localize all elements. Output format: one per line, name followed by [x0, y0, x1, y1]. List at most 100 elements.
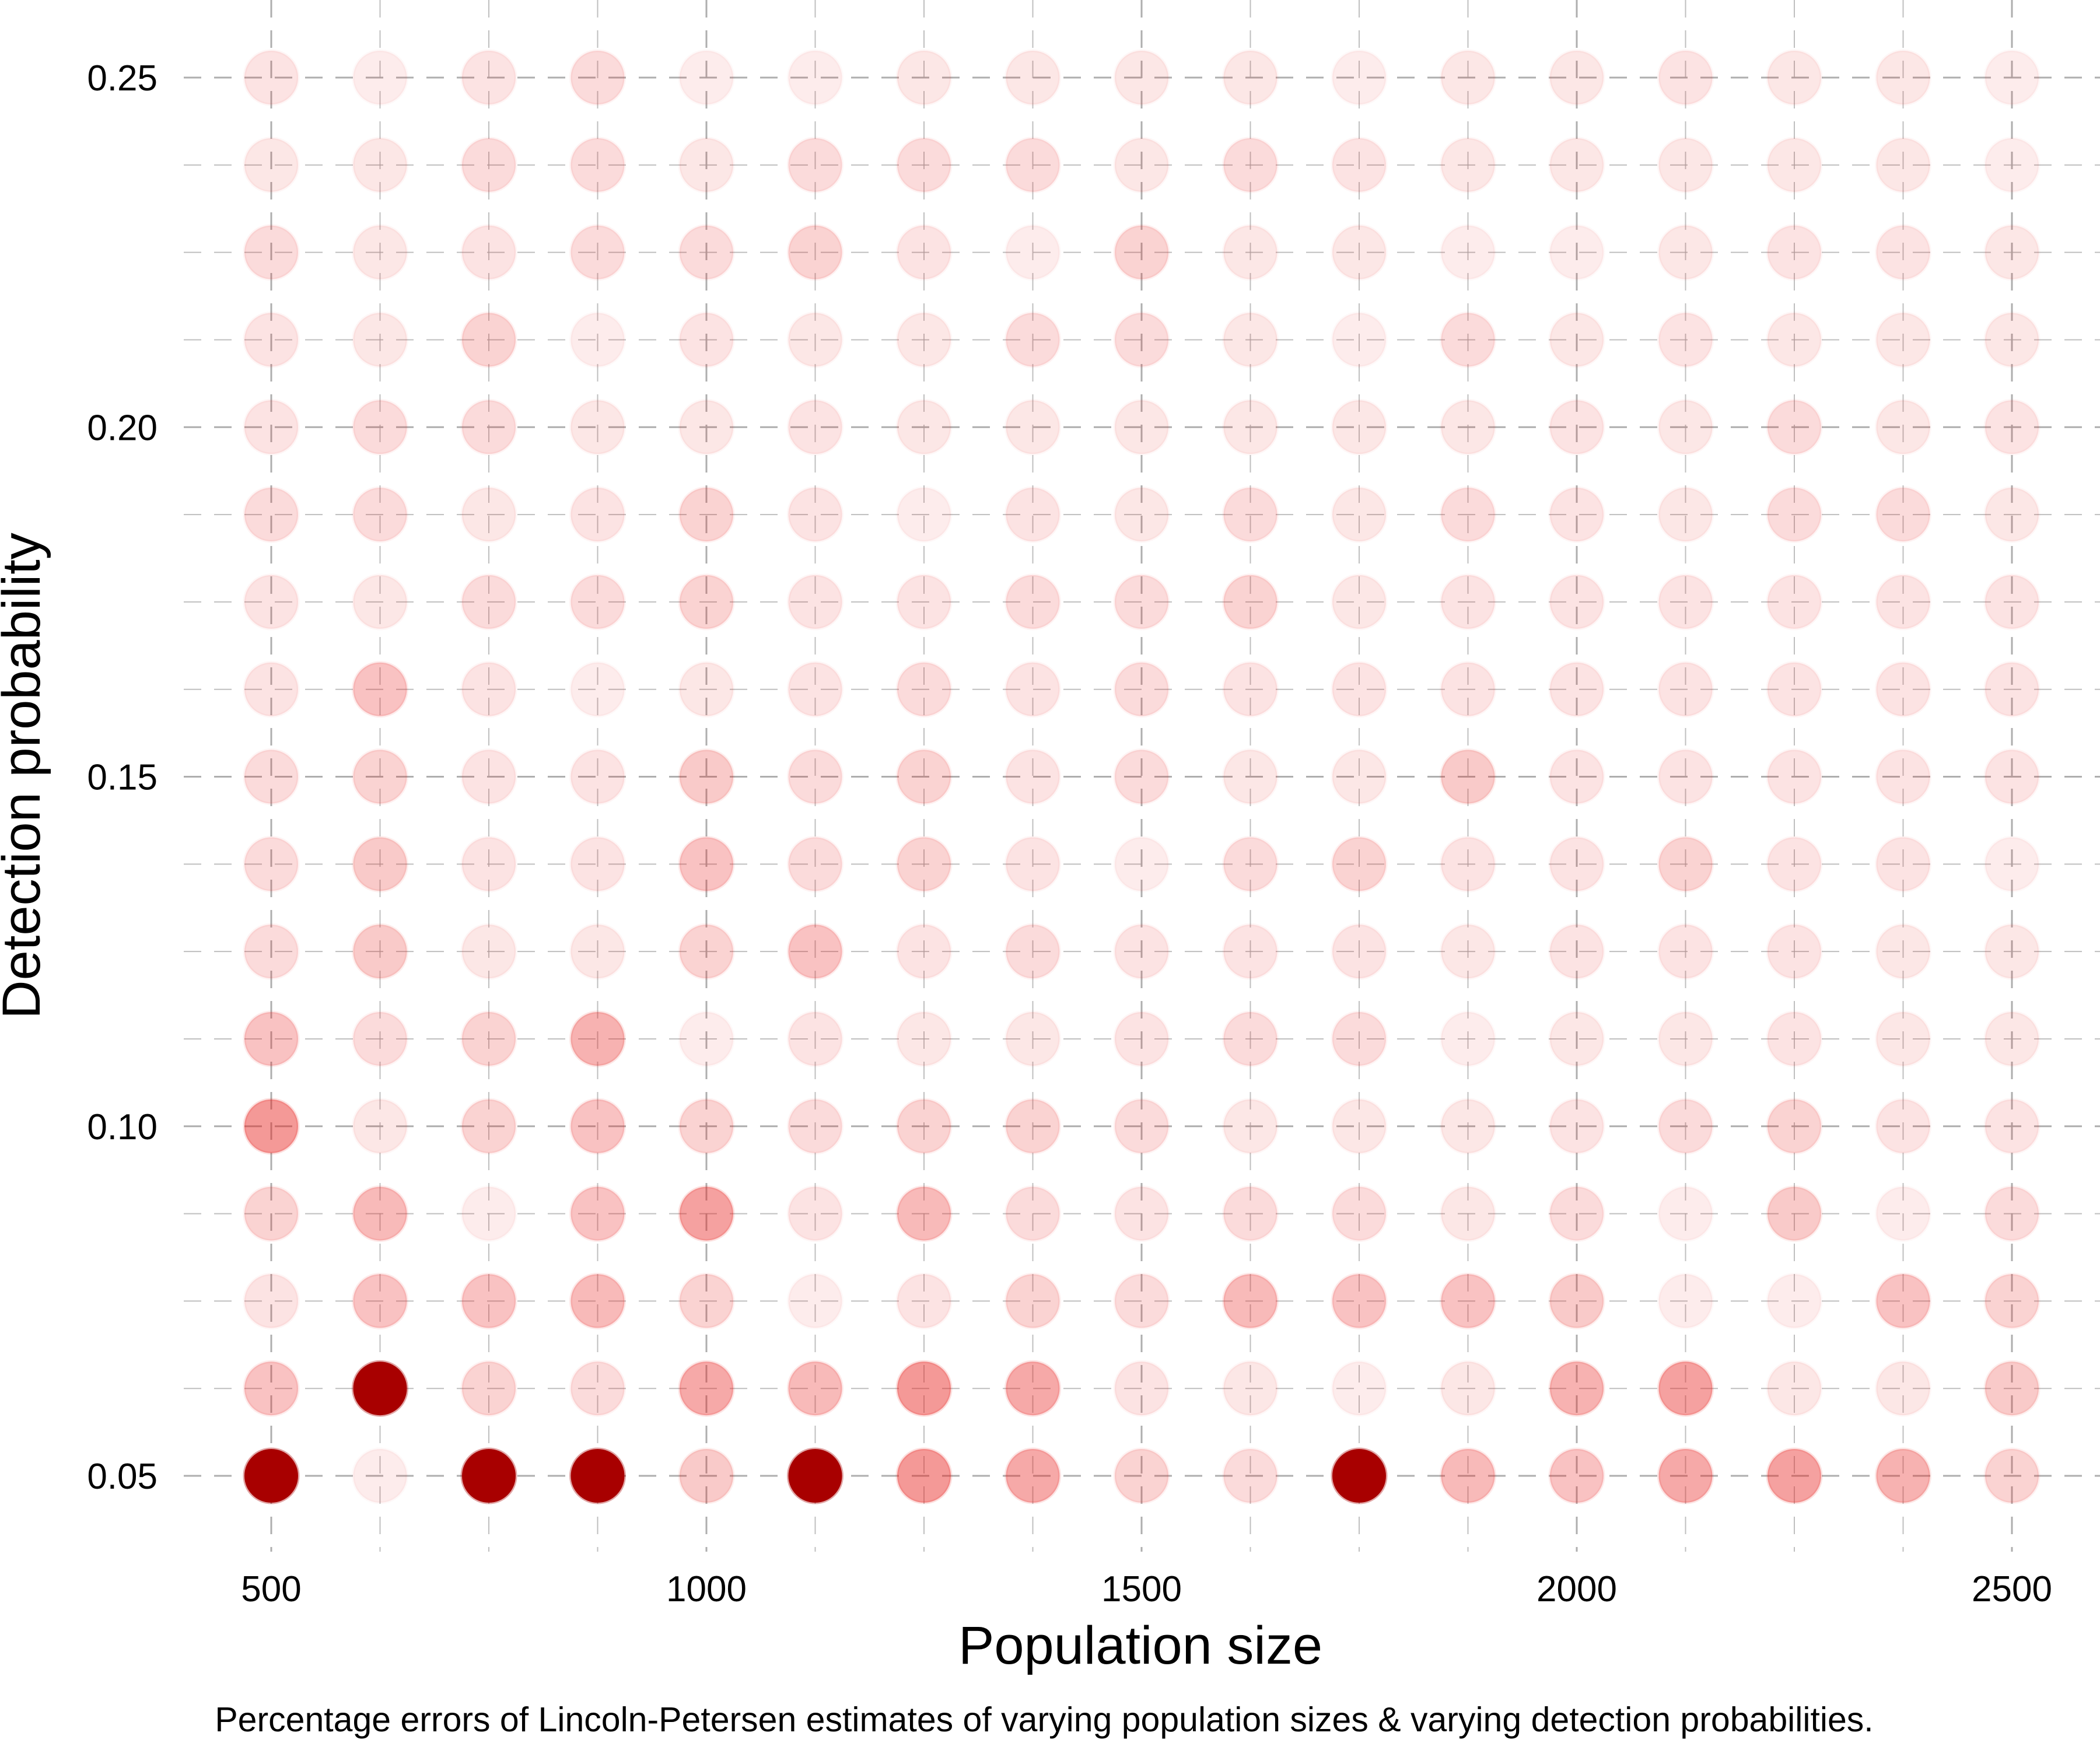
data-point [1876, 138, 1930, 192]
data-point [895, 748, 953, 805]
y-tick-labels: 0.05 0.10 0.15 0.20 0.25 [87, 58, 158, 1497]
data-point [1876, 51, 1930, 104]
data-point [1115, 1012, 1168, 1066]
data-point [1768, 138, 1821, 192]
y-tick-label: 0.25 [87, 58, 158, 99]
data-point [1222, 486, 1279, 543]
data-point [1115, 1186, 1168, 1241]
data-point [1985, 925, 2039, 979]
data-point [1441, 662, 1495, 716]
data-point [352, 835, 408, 892]
data-point [1550, 1012, 1604, 1066]
data-point [1768, 750, 1821, 804]
data-point [1985, 51, 2039, 104]
x-tick-labels: 500 1000 1500 2000 2500 [241, 1569, 2052, 1609]
data-point [1222, 835, 1279, 892]
data-point [1005, 136, 1061, 194]
data-point [1658, 750, 1713, 804]
data-point [1332, 400, 1386, 454]
data-point [678, 1098, 735, 1155]
data-point [680, 1012, 733, 1066]
data-point [1115, 488, 1168, 542]
data-point [1768, 925, 1821, 979]
data-point [897, 488, 951, 542]
data-point [1768, 1362, 1821, 1416]
data-point [1113, 748, 1170, 805]
data-point [1658, 313, 1713, 367]
data-point [1332, 51, 1386, 104]
y-gridlines [184, 76, 2100, 1477]
data-point [1766, 398, 1823, 456]
data-point [244, 51, 298, 104]
data-point [243, 1360, 300, 1417]
data-point [1875, 1272, 1931, 1329]
data-point [1005, 1360, 1061, 1417]
data-point [1985, 750, 2039, 804]
data-point [1006, 400, 1060, 454]
data-point [1223, 1099, 1278, 1153]
data-point [1440, 486, 1496, 543]
data-point [460, 1447, 517, 1504]
data-point [1223, 400, 1278, 454]
data-point [1658, 925, 1713, 979]
data-point [1658, 575, 1713, 629]
data-point [1115, 400, 1168, 454]
data-point [1441, 51, 1495, 104]
data-point [569, 49, 626, 106]
data-point [1222, 1272, 1279, 1329]
x-tick-label: 2500 [1972, 1569, 2052, 1609]
data-point [352, 1360, 408, 1417]
data-point [1006, 1012, 1060, 1066]
data-point [1985, 138, 2039, 192]
data-point [1006, 837, 1060, 891]
data-point [569, 1360, 626, 1417]
data-point [1331, 1010, 1388, 1068]
data-point [570, 925, 625, 979]
data-point [1985, 837, 2039, 891]
data-point [1658, 1186, 1713, 1241]
data-point [353, 51, 407, 104]
data-point [1658, 662, 1713, 716]
data-point [353, 1449, 407, 1503]
data-point [1005, 923, 1061, 980]
data-point [1766, 1447, 1823, 1504]
data-point [1876, 313, 1930, 367]
data-point [1768, 1274, 1821, 1328]
data-point [462, 750, 516, 804]
data-point [897, 225, 951, 279]
data-point [1548, 1447, 1605, 1504]
data-point [788, 51, 842, 104]
data-point [352, 1185, 408, 1242]
data-point [1985, 1012, 2039, 1066]
chart-caption: Percentage errors of Lincoln-Petersen es… [215, 1700, 1873, 1739]
data-point [788, 488, 842, 542]
data-point [1332, 488, 1386, 542]
data-point [462, 1186, 516, 1241]
data-point [353, 575, 407, 629]
x-axis-label: Population size [958, 1616, 1322, 1675]
data-point [1876, 225, 1930, 279]
data-point [787, 1360, 844, 1417]
data-point [1658, 488, 1713, 542]
data-point [1006, 51, 1060, 104]
data-point [569, 1185, 626, 1242]
data-point [1983, 1185, 2041, 1242]
data-point [1876, 662, 1930, 716]
data-point [244, 400, 298, 454]
data-point [1005, 1185, 1061, 1242]
data-point [352, 486, 408, 543]
data-point [1550, 313, 1604, 367]
data-point [1113, 1447, 1170, 1504]
data-point [569, 1447, 626, 1504]
y-tick-label: 0.20 [87, 408, 158, 448]
data-point [1441, 1186, 1495, 1241]
data-point [1222, 573, 1279, 631]
data-point [680, 400, 733, 454]
data-point [1876, 575, 1930, 629]
data-point [1331, 1185, 1388, 1242]
data-point [1550, 750, 1604, 804]
data-point [787, 1098, 844, 1155]
data-point [1548, 1272, 1605, 1329]
data-point [1332, 925, 1386, 979]
data-point [1113, 661, 1170, 718]
